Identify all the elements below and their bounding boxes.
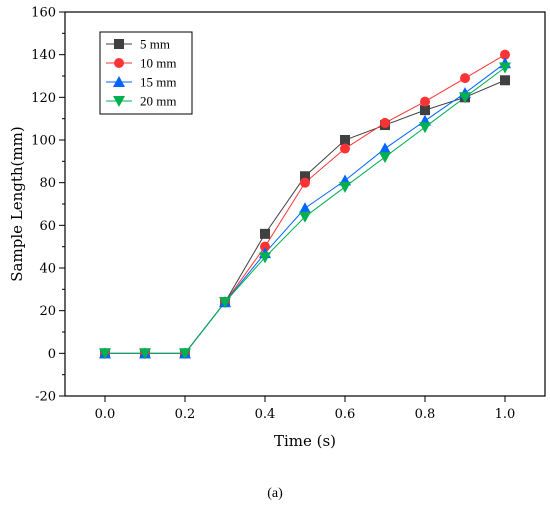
y-axis: -20 0 20 40 60 80 100 120 140 160 — [31, 6, 65, 405]
data-point — [179, 348, 191, 360]
data-point — [300, 177, 310, 188]
y-tick-label: 140 — [31, 48, 56, 63]
x-tick-label: 0.0 — [95, 407, 116, 422]
y-tick-label: 120 — [31, 91, 56, 106]
legend-label: 15 mm — [140, 75, 176, 90]
y-tick-label: 20 — [39, 304, 56, 319]
data-point — [379, 142, 391, 154]
legend-marker — [114, 58, 124, 68]
legend-label: 5 mm — [140, 37, 170, 52]
y-tick-label: 80 — [39, 176, 56, 191]
data-point — [380, 117, 390, 128]
data-point — [499, 62, 511, 74]
data-point — [99, 348, 111, 360]
legend-label: 20 mm — [140, 94, 176, 109]
data-point — [299, 202, 311, 214]
data-point — [500, 75, 510, 86]
x-axis: 0.0 0.2 0.4 0.6 0.8 1.0 — [95, 396, 516, 422]
x-tick-label: 0.2 — [175, 407, 196, 422]
legend-label: 10 mm — [140, 56, 176, 71]
figure-caption: (a) — [267, 486, 283, 501]
data-point — [340, 143, 350, 154]
data-point — [259, 252, 271, 264]
data-point — [419, 122, 431, 134]
y-tick-label: 160 — [31, 6, 56, 21]
legend-marker — [113, 76, 125, 87]
data-point — [139, 348, 151, 360]
y-axis-label: Sample Length(mm) — [8, 126, 26, 281]
data-point — [260, 228, 270, 239]
data-point — [500, 49, 510, 60]
x-tick-label: 1.0 — [495, 407, 516, 422]
data-point — [219, 297, 231, 309]
y-tick-label: 0 — [48, 347, 56, 362]
x-tick-label: 0.6 — [335, 407, 356, 422]
legend: 5 mm 10 mm 15 mm 20 mm — [99, 31, 193, 115]
data-point — [460, 73, 470, 84]
data-point — [340, 135, 350, 145]
data-point — [379, 152, 391, 164]
data-point — [339, 181, 351, 193]
y-tick-label: 100 — [31, 134, 56, 149]
y-tick-label: 40 — [39, 262, 56, 277]
legend-marker — [114, 39, 124, 49]
x-tick-label: 0.4 — [255, 407, 276, 422]
y-tick-label: -20 — [35, 390, 56, 405]
legend-marker — [113, 96, 125, 107]
data-point — [260, 241, 270, 252]
data-point — [300, 171, 310, 182]
series-group — [99, 49, 511, 360]
data-point — [420, 105, 430, 116]
y-tick-label: 60 — [39, 219, 56, 234]
x-axis-label: Time (s) — [274, 432, 336, 450]
legend-box — [99, 31, 193, 115]
data-point — [420, 96, 430, 107]
data-point — [299, 211, 311, 223]
x-tick-label: 0.8 — [415, 407, 436, 422]
data-point — [459, 92, 471, 104]
